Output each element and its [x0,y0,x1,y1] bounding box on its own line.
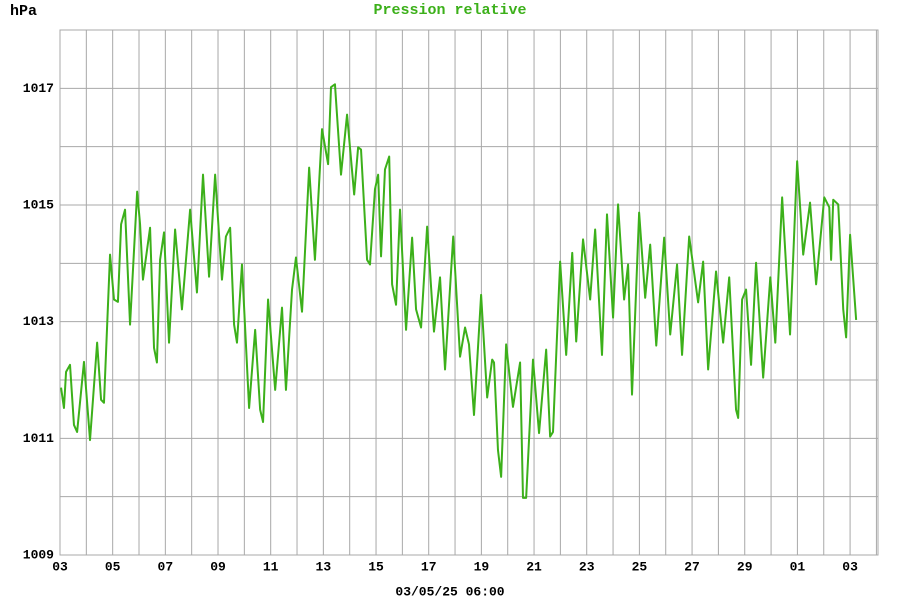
x-tick-label: 07 [158,559,174,574]
y-unit: hPa [10,3,37,20]
x-tick-label: 15 [368,559,384,574]
y-tick-label: 1013 [23,314,54,329]
chart-title: Pression relative [373,2,526,19]
x-tick-label: 01 [790,559,806,574]
x-tick-label: 13 [316,559,332,574]
x-tick-label: 17 [421,559,437,574]
y-tick-label: 1011 [23,431,54,446]
x-tick-label: 27 [684,559,700,574]
x-tick-label: 05 [105,559,121,574]
x-tick-label: 25 [632,559,648,574]
x-tick-label: 03 [842,559,858,574]
x-tick-label: 23 [579,559,595,574]
y-tick-label: 1017 [23,81,54,96]
x-tick-label: 21 [526,559,542,574]
y-tick-label: 1015 [23,197,54,212]
x-tick-label: 03 [52,559,68,574]
x-tick-label: 29 [737,559,753,574]
x-tick-label: 11 [263,559,279,574]
data-line [60,83,858,499]
x-tick-label: 19 [474,559,490,574]
x-axis-label: 03/05/25 06:00 [395,584,504,599]
x-tick-label: 09 [210,559,226,574]
y-tick-label: 1009 [23,547,54,562]
